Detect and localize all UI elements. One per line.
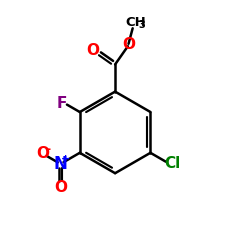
Text: O: O bbox=[86, 43, 99, 58]
Text: F: F bbox=[57, 96, 67, 110]
Text: Cl: Cl bbox=[164, 156, 180, 172]
Text: CH: CH bbox=[125, 16, 146, 30]
Text: +: + bbox=[61, 154, 70, 164]
Text: O: O bbox=[122, 38, 135, 52]
Text: O: O bbox=[54, 180, 67, 195]
Text: O: O bbox=[36, 146, 49, 161]
Text: N: N bbox=[54, 155, 68, 173]
Text: 3: 3 bbox=[138, 20, 145, 30]
Text: -: - bbox=[45, 143, 50, 156]
